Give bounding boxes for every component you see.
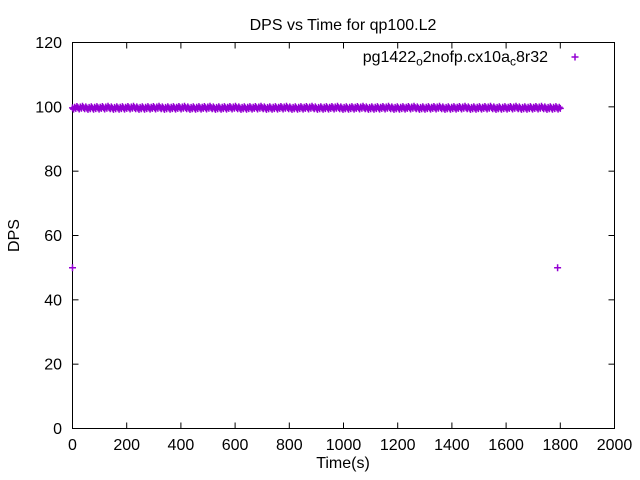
legend-marker-plus-icon <box>571 53 579 61</box>
x-tick-label: 1000 <box>326 437 362 454</box>
y-tick-label: 100 <box>35 99 62 116</box>
x-tick-label: 400 <box>168 437 195 454</box>
x-tick-label: 1400 <box>434 437 470 454</box>
y-tick-label: 40 <box>44 292 62 309</box>
legend: pg1422o2nofp.cx10ac8r32 <box>363 49 579 69</box>
x-tick-label: 600 <box>222 437 249 454</box>
x-tick-label: 2000 <box>597 437 633 454</box>
x-tick-label: 1800 <box>543 437 579 454</box>
x-tick-label: 200 <box>113 437 140 454</box>
y-tick-label: 20 <box>44 357 62 374</box>
chart-title: DPS vs Time for qp100.L2 <box>250 17 437 34</box>
x-axis-label: Time(s) <box>316 455 370 472</box>
legend-label: pg1422o2nofp.cx10ac8r32 <box>363 49 548 69</box>
x-tick-label: 0 <box>68 437 77 454</box>
y-axis-label: DPS <box>6 219 23 252</box>
y-tick-label: 80 <box>44 164 62 181</box>
x-tick-label: 800 <box>276 437 303 454</box>
series-points <box>69 102 564 272</box>
x-tick-label: 1200 <box>380 437 416 454</box>
axes-and-ticks: 0 200 400 600 800 1000 1200 1400 1600 1800 2000 0 20… <box>35 35 632 454</box>
series-marker-path <box>69 102 564 272</box>
y-tick-label: 60 <box>44 228 62 245</box>
x-tick-label: 1600 <box>488 437 524 454</box>
plot-border <box>72 42 615 429</box>
y-tick-label: 120 <box>35 35 62 52</box>
y-tick-label: 0 <box>53 421 62 438</box>
